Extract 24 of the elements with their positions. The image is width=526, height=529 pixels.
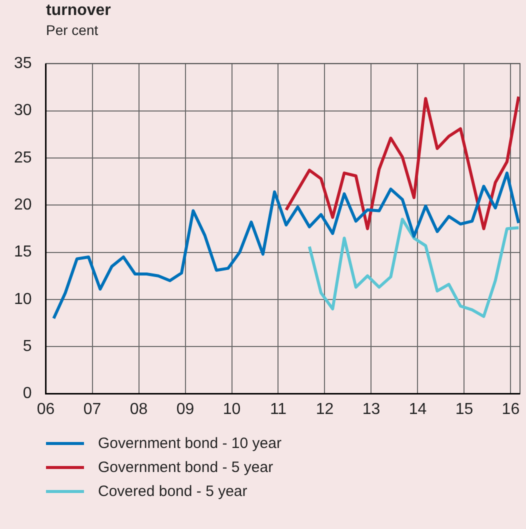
x-tick-label: 10 [222,400,241,418]
y-tick-label: 20 [14,196,32,214]
y-tick-label: 10 [14,290,32,308]
x-tick-label: 08 [130,400,148,418]
x-tick-label: 16 [502,400,520,418]
y-tick-label: 5 [22,338,32,356]
chart-title: turnover [45,1,112,20]
x-tick-label: 12 [316,400,334,418]
x-tick-label: 14 [408,400,427,418]
y-tick-label: 0 [22,385,32,402]
y-tick-label: 25 [14,149,32,166]
y-tick-label: 30 [14,102,32,120]
legend-label: Government bond - 5 year [98,458,274,476]
y-tick-label: 15 [14,244,32,261]
legend-label: Government bond - 10 year [98,434,282,452]
x-tick-label: 11 [270,400,287,418]
y-axis-title: Per cent [45,21,100,40]
x-tick-label: 09 [176,400,194,418]
x-tick-label: 07 [83,400,102,418]
x-tick-label: 13 [362,400,380,418]
y-tick-label: 35 [14,55,32,72]
x-tick-label: 06 [36,400,55,418]
x-tick-label: 15 [455,400,474,418]
legend-label: Covered bond - 5 year [98,482,248,500]
